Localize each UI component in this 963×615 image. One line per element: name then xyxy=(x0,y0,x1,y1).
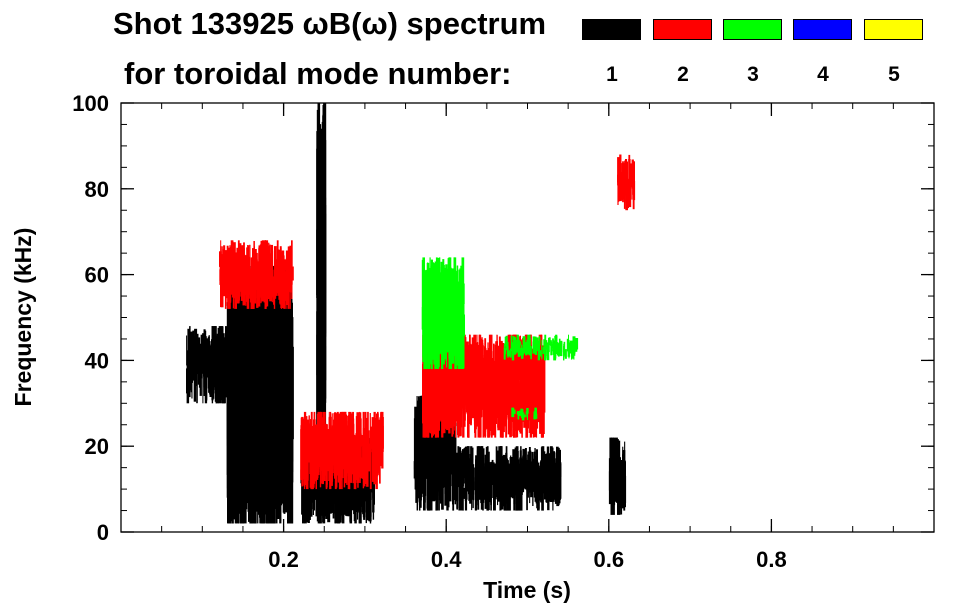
mode-2-region-3 xyxy=(422,334,546,438)
minor-ticks xyxy=(121,102,934,533)
mode-1-region-2 xyxy=(226,266,294,524)
x-tick-label: 0.8 xyxy=(756,547,787,572)
y-tick-label: 20 xyxy=(85,434,109,459)
x-tick-label: 0.6 xyxy=(594,547,625,572)
mode-1-region-7 xyxy=(608,437,627,515)
x-tick-label: 0.4 xyxy=(431,547,462,572)
chart-subtitle: for toroidal mode number: xyxy=(124,56,512,91)
spectrum-data xyxy=(186,103,636,524)
y-tick-label: 40 xyxy=(85,348,109,373)
legend-label-mode-4: 4 xyxy=(817,63,829,86)
mode-1-region-6 xyxy=(454,446,562,511)
x-axis-title: Time (s) xyxy=(483,577,571,603)
y-tick-label: 80 xyxy=(85,177,109,202)
legend-swatch-mode-3 xyxy=(723,19,782,40)
mode-1-region-1 xyxy=(186,326,229,404)
legend-label-mode-1: 1 xyxy=(606,63,618,86)
mode-3-region-3 xyxy=(511,407,538,421)
mode-1-region-4 xyxy=(316,103,327,524)
y-axis-title: Frequency (kHz) xyxy=(10,228,36,407)
chart-title: Shot 133925 ωB(ω) spectrum xyxy=(113,6,547,41)
y-tick-label: 0 xyxy=(97,520,109,545)
legend-swatch-mode-5 xyxy=(864,19,923,40)
y-tick-label: 60 xyxy=(85,263,109,288)
mode-2-region-2 xyxy=(300,411,384,490)
mode-2-region-1 xyxy=(219,240,294,309)
x-tick-label: 0.2 xyxy=(268,547,299,572)
legend-swatch-mode-4 xyxy=(793,19,852,40)
legend-swatch-mode-2 xyxy=(653,19,712,40)
legend-label-mode-3: 3 xyxy=(747,63,759,86)
legend-swatch-mode-1 xyxy=(582,19,641,40)
mode-3-region-1 xyxy=(421,257,465,369)
axis-ticks: 0 20 40 60 80 100 0.2 0.4 0.6 0.8 xyxy=(72,91,934,572)
mode-3-region-2 xyxy=(503,334,579,361)
legend-label-mode-2: 2 xyxy=(677,63,689,86)
y-tick-label: 100 xyxy=(72,91,109,116)
legend-label-mode-5: 5 xyxy=(888,63,900,86)
mode-2-region-4 xyxy=(617,154,636,211)
